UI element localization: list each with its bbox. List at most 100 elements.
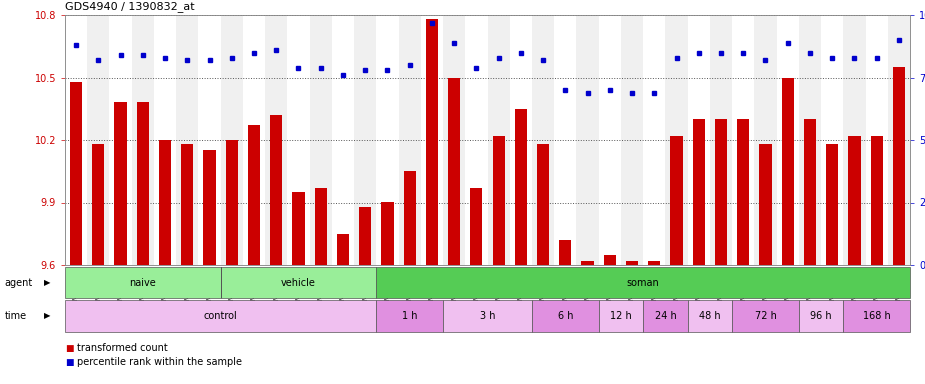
Bar (554, 15, 576, 265)
Text: vehicle: vehicle (281, 278, 316, 288)
Text: 12 h: 12 h (610, 311, 632, 321)
Bar (288, 15, 310, 265)
Bar (448, 78, 461, 265)
Bar (492, 136, 505, 265)
Bar (159, 140, 171, 265)
Bar (671, 136, 683, 265)
Text: 6 h: 6 h (558, 311, 574, 321)
Bar (403, 171, 415, 265)
Text: naive: naive (130, 278, 156, 288)
Bar (470, 188, 483, 265)
Bar (204, 151, 216, 265)
Bar (199, 15, 221, 265)
Bar (799, 15, 821, 265)
Bar (487, 15, 510, 265)
Bar (782, 78, 794, 265)
Text: 3 h: 3 h (480, 311, 495, 321)
Text: agent: agent (5, 278, 33, 288)
Text: ▶: ▶ (44, 311, 51, 321)
Text: time: time (5, 311, 27, 321)
Bar (359, 207, 371, 265)
Text: 48 h: 48 h (699, 311, 721, 321)
Bar (799, 300, 844, 332)
Bar (265, 15, 288, 265)
Bar (693, 119, 705, 265)
Bar (621, 15, 643, 265)
Bar (92, 144, 105, 265)
Bar (560, 240, 572, 265)
Bar (381, 202, 393, 265)
Bar (248, 126, 260, 265)
Bar (226, 140, 238, 265)
Bar (665, 15, 687, 265)
Bar (643, 300, 687, 332)
Bar (687, 15, 709, 265)
Bar (576, 15, 598, 265)
Bar (115, 103, 127, 265)
Bar (131, 15, 154, 265)
Bar (65, 15, 87, 265)
Bar (154, 15, 176, 265)
Text: 24 h: 24 h (655, 311, 676, 321)
Bar (687, 300, 732, 332)
Bar (759, 144, 771, 265)
Bar (354, 15, 376, 265)
Bar (376, 15, 399, 265)
Bar (715, 119, 727, 265)
Bar (532, 300, 598, 332)
Text: 168 h: 168 h (863, 311, 891, 321)
Bar (221, 15, 243, 265)
Bar (510, 15, 532, 265)
Bar (755, 15, 777, 265)
Bar (310, 15, 332, 265)
Text: percentile rank within the sample: percentile rank within the sample (77, 357, 242, 367)
Bar (866, 15, 888, 265)
Bar (443, 300, 532, 332)
Bar (270, 115, 282, 265)
Bar (292, 192, 304, 265)
Bar (709, 15, 732, 265)
Bar (598, 300, 643, 332)
Bar (844, 15, 866, 265)
Text: ■: ■ (65, 344, 73, 353)
Bar (844, 300, 910, 332)
Bar (70, 82, 82, 265)
Bar (221, 267, 376, 298)
Bar (737, 119, 749, 265)
Bar (137, 103, 149, 265)
Bar (399, 15, 421, 265)
Bar (176, 15, 199, 265)
Bar (777, 15, 799, 265)
Bar (643, 15, 665, 265)
Bar (465, 15, 487, 265)
Text: 96 h: 96 h (810, 311, 832, 321)
Bar (376, 267, 910, 298)
Text: 1 h: 1 h (402, 311, 417, 321)
Bar (893, 67, 905, 265)
Bar (314, 188, 327, 265)
Bar (87, 15, 109, 265)
Bar (732, 15, 755, 265)
Text: transformed count: transformed count (77, 343, 167, 353)
Bar (804, 119, 816, 265)
Bar (421, 15, 443, 265)
Bar (598, 15, 621, 265)
Text: GDS4940 / 1390832_at: GDS4940 / 1390832_at (65, 1, 194, 12)
Bar (626, 261, 638, 265)
Bar (648, 261, 660, 265)
Bar (65, 267, 221, 298)
Bar (109, 15, 131, 265)
Bar (532, 15, 554, 265)
Text: ▶: ▶ (44, 278, 51, 287)
Bar (376, 300, 443, 332)
Text: 72 h: 72 h (755, 311, 776, 321)
Bar (332, 15, 354, 265)
Bar (582, 261, 594, 265)
Bar (826, 144, 838, 265)
Text: control: control (204, 311, 238, 321)
Bar (514, 109, 527, 265)
Bar (888, 15, 910, 265)
Bar (848, 136, 860, 265)
Bar (337, 234, 349, 265)
Bar (870, 136, 882, 265)
